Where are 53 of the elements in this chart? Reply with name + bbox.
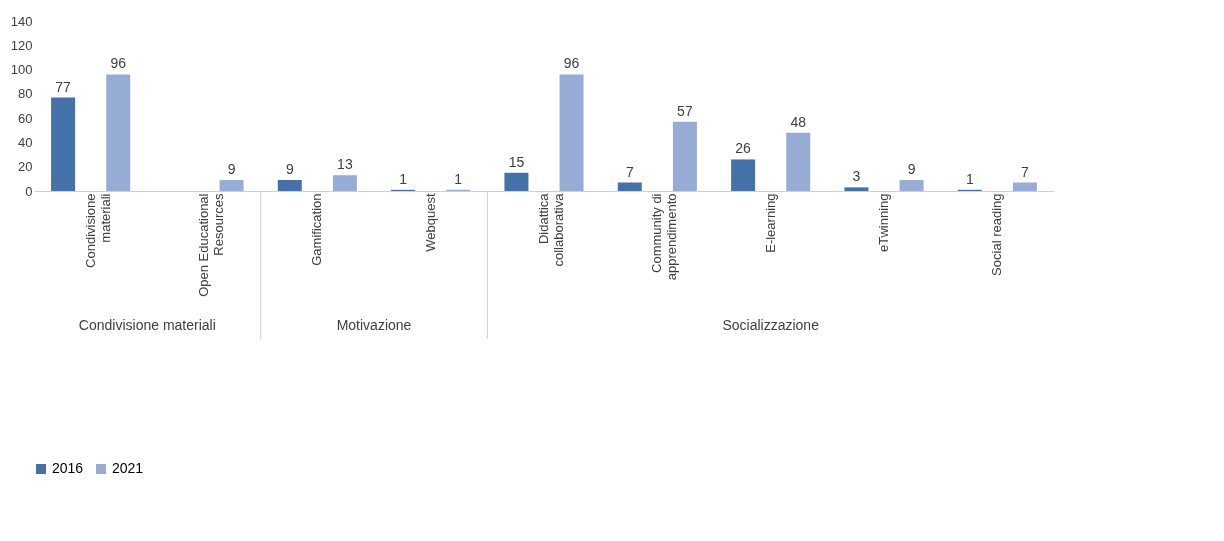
x-tick-label: Social reading <box>989 193 1005 276</box>
data-label: 1 <box>454 170 463 187</box>
bar <box>51 97 76 191</box>
y-tick-label: 80 <box>18 86 33 102</box>
data-label: 9 <box>227 161 236 178</box>
y-tick-label: 0 <box>25 183 33 199</box>
bar <box>504 172 529 191</box>
data-label: 96 <box>563 55 580 72</box>
data-label: 9 <box>285 161 294 178</box>
x-tick-label: Open Educational Resources <box>196 193 226 297</box>
x-tick-label: Gamification <box>309 193 325 266</box>
data-label: 1 <box>965 170 974 187</box>
text: Condivisione materiali <box>78 317 216 333</box>
x-tick-label: Condivisione materiali <box>82 193 113 268</box>
bar <box>332 175 357 191</box>
text: Socializzazione <box>722 317 820 333</box>
data-label: 48 <box>790 113 807 130</box>
data-label: 7 <box>1021 163 1029 180</box>
x-tick-label: E-learning <box>762 193 778 253</box>
bar <box>844 187 869 191</box>
x-tick-label: Community di apprendimento <box>649 193 680 281</box>
y-tick-label: 100 <box>10 62 33 78</box>
x-tick-label: Didattica collaborativa <box>536 192 566 267</box>
data-label: 77 <box>55 78 72 95</box>
bar <box>277 180 302 191</box>
y-tick-label: 40 <box>18 134 33 150</box>
data-label: 3 <box>852 168 861 185</box>
bar <box>731 159 756 191</box>
data-label: 7 <box>625 163 634 180</box>
x-tick-label: eTwinning <box>876 193 891 253</box>
data-label: 57 <box>677 102 693 119</box>
x-tick-label: Webquest <box>422 193 438 252</box>
bar <box>786 132 811 191</box>
bar <box>1012 182 1037 191</box>
legend-label: 2021 <box>112 460 144 476</box>
bar <box>899 180 924 191</box>
data-label: 13 <box>337 156 353 173</box>
data-label: 15 <box>508 153 525 170</box>
data-label: 26 <box>735 140 752 157</box>
bar <box>219 180 244 191</box>
bar <box>559 74 584 191</box>
y-tick-label: 20 <box>18 159 33 175</box>
bar <box>672 121 697 191</box>
data-label: 96 <box>110 55 127 72</box>
data-label: 1 <box>399 170 408 187</box>
bar <box>106 74 131 191</box>
legend-label: 2016 <box>52 460 84 476</box>
text: Motivazione <box>336 317 412 333</box>
y-tick-label: 140 <box>10 13 33 29</box>
data-label: 9 <box>907 161 916 178</box>
y-tick-label: 60 <box>18 110 33 126</box>
y-tick-label: 120 <box>10 37 33 53</box>
bar <box>617 182 642 191</box>
